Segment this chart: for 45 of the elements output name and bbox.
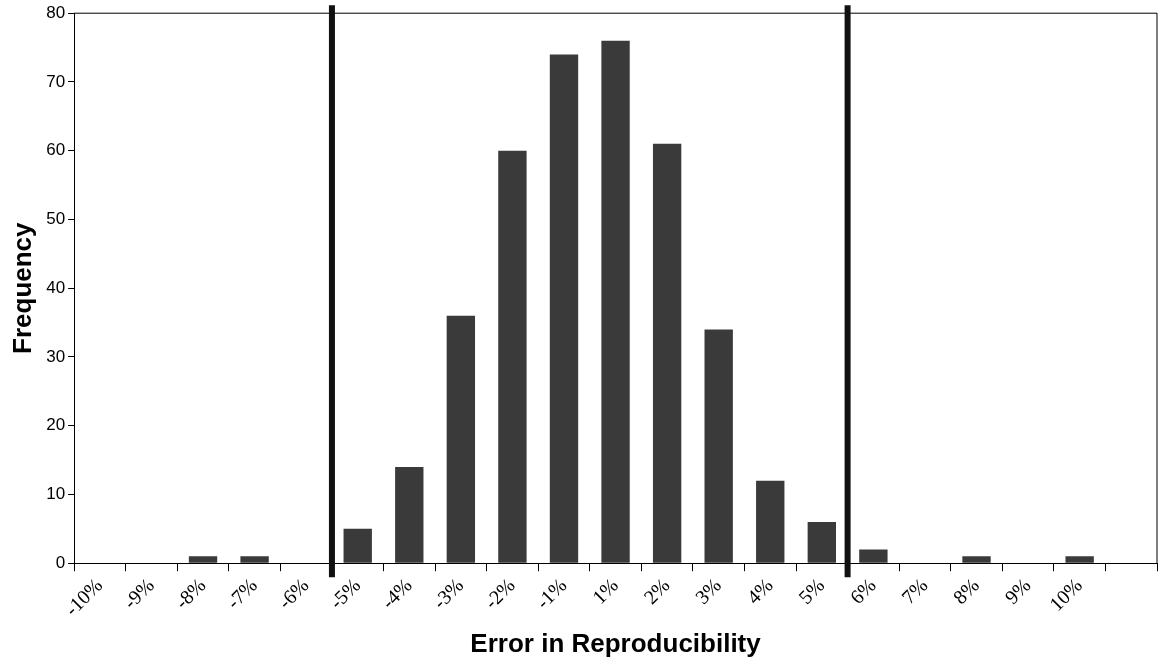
bar	[807, 521, 836, 563]
y-tick-label: 40	[46, 277, 66, 297]
x-tick-label: -6%	[273, 573, 313, 613]
x-tick-label: -5%	[325, 573, 365, 613]
x-tick-label: -2%	[479, 573, 519, 613]
bar	[652, 143, 682, 563]
bar	[498, 150, 527, 563]
x-tick-label: 7%	[897, 573, 932, 609]
y-tick-label: 10	[46, 484, 66, 504]
x-tick-label: 2%	[639, 573, 674, 609]
bar	[1065, 556, 1094, 563]
bar	[756, 480, 785, 563]
x-tick-label: 9%	[1000, 573, 1035, 609]
bar	[240, 556, 269, 563]
x-tick-label: -9%	[118, 573, 158, 613]
y-tick-label: 50	[46, 209, 66, 229]
y-tick-label: 20	[46, 415, 66, 435]
x-tick-label: -4%	[376, 573, 416, 613]
x-tick-label: 6%	[845, 573, 880, 609]
y-tick-label: 30	[46, 346, 66, 366]
x-tick-label: 5%	[793, 573, 829, 609]
x-tick-label: 10%	[1044, 573, 1087, 616]
bar	[962, 556, 991, 563]
bar	[549, 54, 579, 563]
x-tick-label: -1%	[531, 573, 571, 613]
bar	[704, 329, 733, 563]
bar	[859, 549, 888, 563]
y-axis-title: Frequency	[6, 221, 37, 354]
x-axis-title: Error in Reproducibility	[470, 627, 762, 658]
x-tick-label: -7%	[222, 573, 262, 613]
x-tick-label: 3%	[690, 573, 726, 609]
x-tick-label: -3%	[428, 573, 468, 613]
bar	[395, 466, 424, 563]
bar	[188, 556, 218, 563]
y-tick-label: 60	[46, 140, 66, 160]
bar	[343, 528, 372, 563]
x-tick-label: 1%	[587, 573, 623, 609]
bar	[446, 315, 476, 563]
y-tick-label: 70	[46, 71, 66, 91]
x-tick-label: 8%	[948, 573, 984, 609]
y-tick-label: 0	[55, 552, 66, 572]
y-tick-label: 80	[46, 2, 66, 22]
x-tick-label: 4%	[742, 573, 777, 609]
x-tick-label: -8%	[170, 573, 210, 613]
bar	[601, 40, 630, 563]
